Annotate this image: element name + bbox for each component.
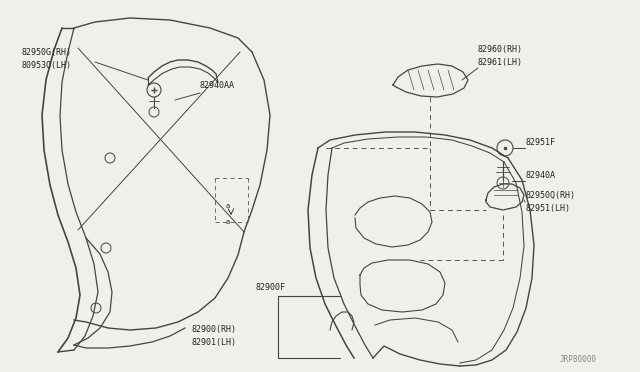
- Text: 80953Q(LH): 80953Q(LH): [22, 61, 72, 70]
- Text: a: a: [226, 203, 230, 209]
- Text: 82901(LH): 82901(LH): [192, 338, 237, 347]
- Text: 82951F: 82951F: [525, 138, 555, 147]
- Text: 82950Q(RH): 82950Q(RH): [525, 191, 575, 200]
- Text: 82960(RH): 82960(RH): [478, 45, 523, 54]
- Text: 82940A: 82940A: [525, 171, 555, 180]
- Text: a: a: [226, 219, 230, 225]
- Text: 82900F: 82900F: [255, 283, 285, 292]
- Text: 82950G(RH): 82950G(RH): [22, 48, 72, 57]
- Text: 82951(LH): 82951(LH): [525, 204, 570, 213]
- Text: 82940AA: 82940AA: [200, 81, 235, 90]
- Text: 82961(LH): 82961(LH): [478, 58, 523, 67]
- Text: 82900(RH): 82900(RH): [192, 325, 237, 334]
- Text: JRP80000: JRP80000: [560, 355, 597, 364]
